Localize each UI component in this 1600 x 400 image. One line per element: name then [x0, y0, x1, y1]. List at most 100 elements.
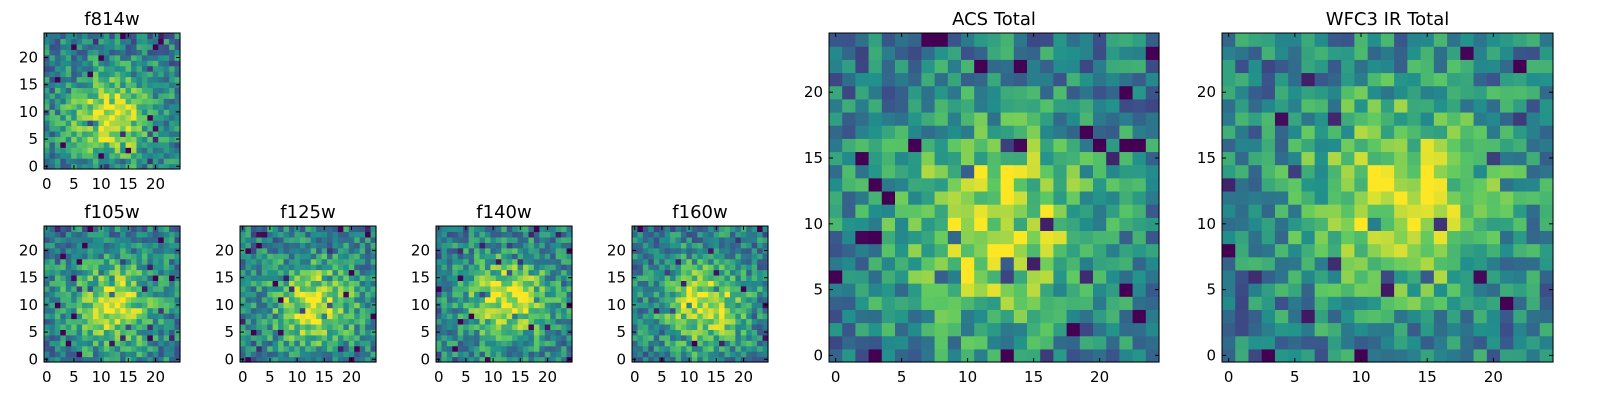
heatmap-cell	[680, 231, 687, 238]
heatmap-cell	[479, 242, 486, 249]
heatmap-cell	[152, 236, 159, 243]
heatmap-cell	[842, 33, 856, 47]
heatmap-cell	[1274, 138, 1289, 153]
heatmap-cell	[947, 33, 962, 47]
heatmap-cell	[908, 269, 922, 284]
heatmap-cell	[740, 351, 747, 358]
heatmap-cell	[881, 190, 896, 205]
heatmap-cell	[103, 340, 110, 347]
heatmap-cell	[359, 247, 366, 254]
heatmap-cell	[316, 318, 323, 325]
heatmap-cell	[250, 329, 257, 336]
heatmap-cell	[103, 351, 110, 358]
heatmap-cell	[506, 253, 513, 260]
heatmap-cell	[855, 322, 870, 337]
heatmap-cell	[1420, 217, 1435, 231]
heatmap-cell	[174, 43, 181, 50]
heatmap-cell	[1106, 230, 1120, 245]
heatmap-cell	[158, 87, 165, 94]
heatmap-cell	[1274, 85, 1289, 100]
heatmap-cell	[1000, 204, 1015, 218]
heatmap-cell	[555, 253, 562, 260]
heatmap-cell	[719, 345, 726, 352]
heatmap-cell	[506, 351, 513, 358]
heatmap-cell	[245, 334, 252, 341]
heatmap-cell	[288, 226, 295, 233]
heatmap-cell	[98, 141, 105, 148]
heatmap-cell	[517, 242, 524, 249]
heatmap-cell	[1327, 230, 1342, 245]
heatmap-cell	[1274, 59, 1289, 74]
heatmap-cell	[163, 269, 170, 276]
heatmap-cell	[1040, 59, 1054, 74]
heatmap-cell	[528, 258, 535, 265]
heatmap-cell	[446, 236, 453, 243]
heatmap-cell	[305, 302, 312, 309]
heatmap-cell	[109, 71, 116, 78]
heatmap-cell	[44, 236, 51, 243]
heatmap-cell	[169, 340, 176, 347]
heatmap-cell	[294, 296, 301, 303]
heatmap-cell	[158, 158, 165, 165]
x-tick-label: 0	[630, 368, 640, 386]
heatmap-cell	[92, 43, 99, 50]
heatmap-cell	[1040, 335, 1054, 350]
heatmap-cell	[1327, 256, 1342, 271]
heatmap-cell	[637, 291, 644, 298]
heatmap-cell	[1407, 138, 1422, 153]
heatmap-cell	[746, 345, 753, 352]
heatmap-cell	[987, 85, 1002, 100]
heatmap-cell	[299, 340, 306, 347]
y-tick-label: 5	[224, 323, 234, 341]
heatmap-cell	[457, 313, 464, 320]
heatmap-cell	[868, 46, 883, 60]
heatmap-cell	[120, 76, 127, 83]
heatmap-cell	[365, 236, 372, 243]
heatmap-cell	[1539, 33, 1554, 47]
heatmap-cell	[550, 242, 557, 249]
heatmap-cell	[724, 356, 731, 363]
heatmap-cell	[735, 323, 742, 330]
heatmap-cell	[528, 236, 535, 243]
heatmap-cell	[1314, 151, 1329, 166]
heatmap-cell	[125, 125, 132, 132]
heatmap-cell	[114, 120, 121, 127]
heatmap-cell	[675, 258, 682, 265]
heatmap-cell	[680, 340, 687, 347]
heatmap-cell	[283, 329, 290, 336]
heatmap-cell	[44, 43, 51, 50]
heatmap-cell	[719, 253, 726, 260]
heatmap-cell	[691, 318, 698, 325]
heatmap-cell	[1288, 33, 1303, 47]
heatmap-cell	[1500, 217, 1514, 231]
heatmap-cell	[921, 59, 936, 74]
heatmap-cell	[141, 141, 148, 148]
heatmap-cell	[1447, 46, 1461, 60]
heatmap-cell	[528, 280, 535, 287]
heatmap-cell	[751, 356, 758, 363]
heatmap-cell	[174, 147, 181, 154]
heatmap-cell	[961, 309, 975, 324]
heatmap-cell	[974, 204, 988, 218]
heatmap-cell	[1341, 204, 1355, 218]
heatmap-cell	[305, 258, 312, 265]
heatmap-cell	[1486, 190, 1501, 205]
heatmap-cell	[321, 323, 328, 330]
heatmap-cell	[441, 302, 448, 309]
heatmap-cell	[501, 296, 508, 303]
heatmap-cell	[1288, 151, 1303, 166]
heatmap-cell	[539, 340, 546, 347]
heatmap-cell	[261, 356, 268, 363]
heatmap-cell	[566, 242, 573, 249]
heatmap-cell	[868, 217, 883, 231]
heatmap-cell	[484, 231, 491, 238]
heatmap-cell	[729, 258, 736, 265]
heatmap-cell	[648, 329, 655, 336]
heatmap-cell	[708, 274, 715, 281]
heatmap-cell	[544, 302, 551, 309]
heatmap-cell	[82, 231, 89, 238]
heatmap-cell	[686, 296, 693, 303]
heatmap-cell	[1447, 138, 1461, 153]
heatmap-cell	[484, 274, 491, 281]
heatmap-cell	[757, 236, 764, 243]
